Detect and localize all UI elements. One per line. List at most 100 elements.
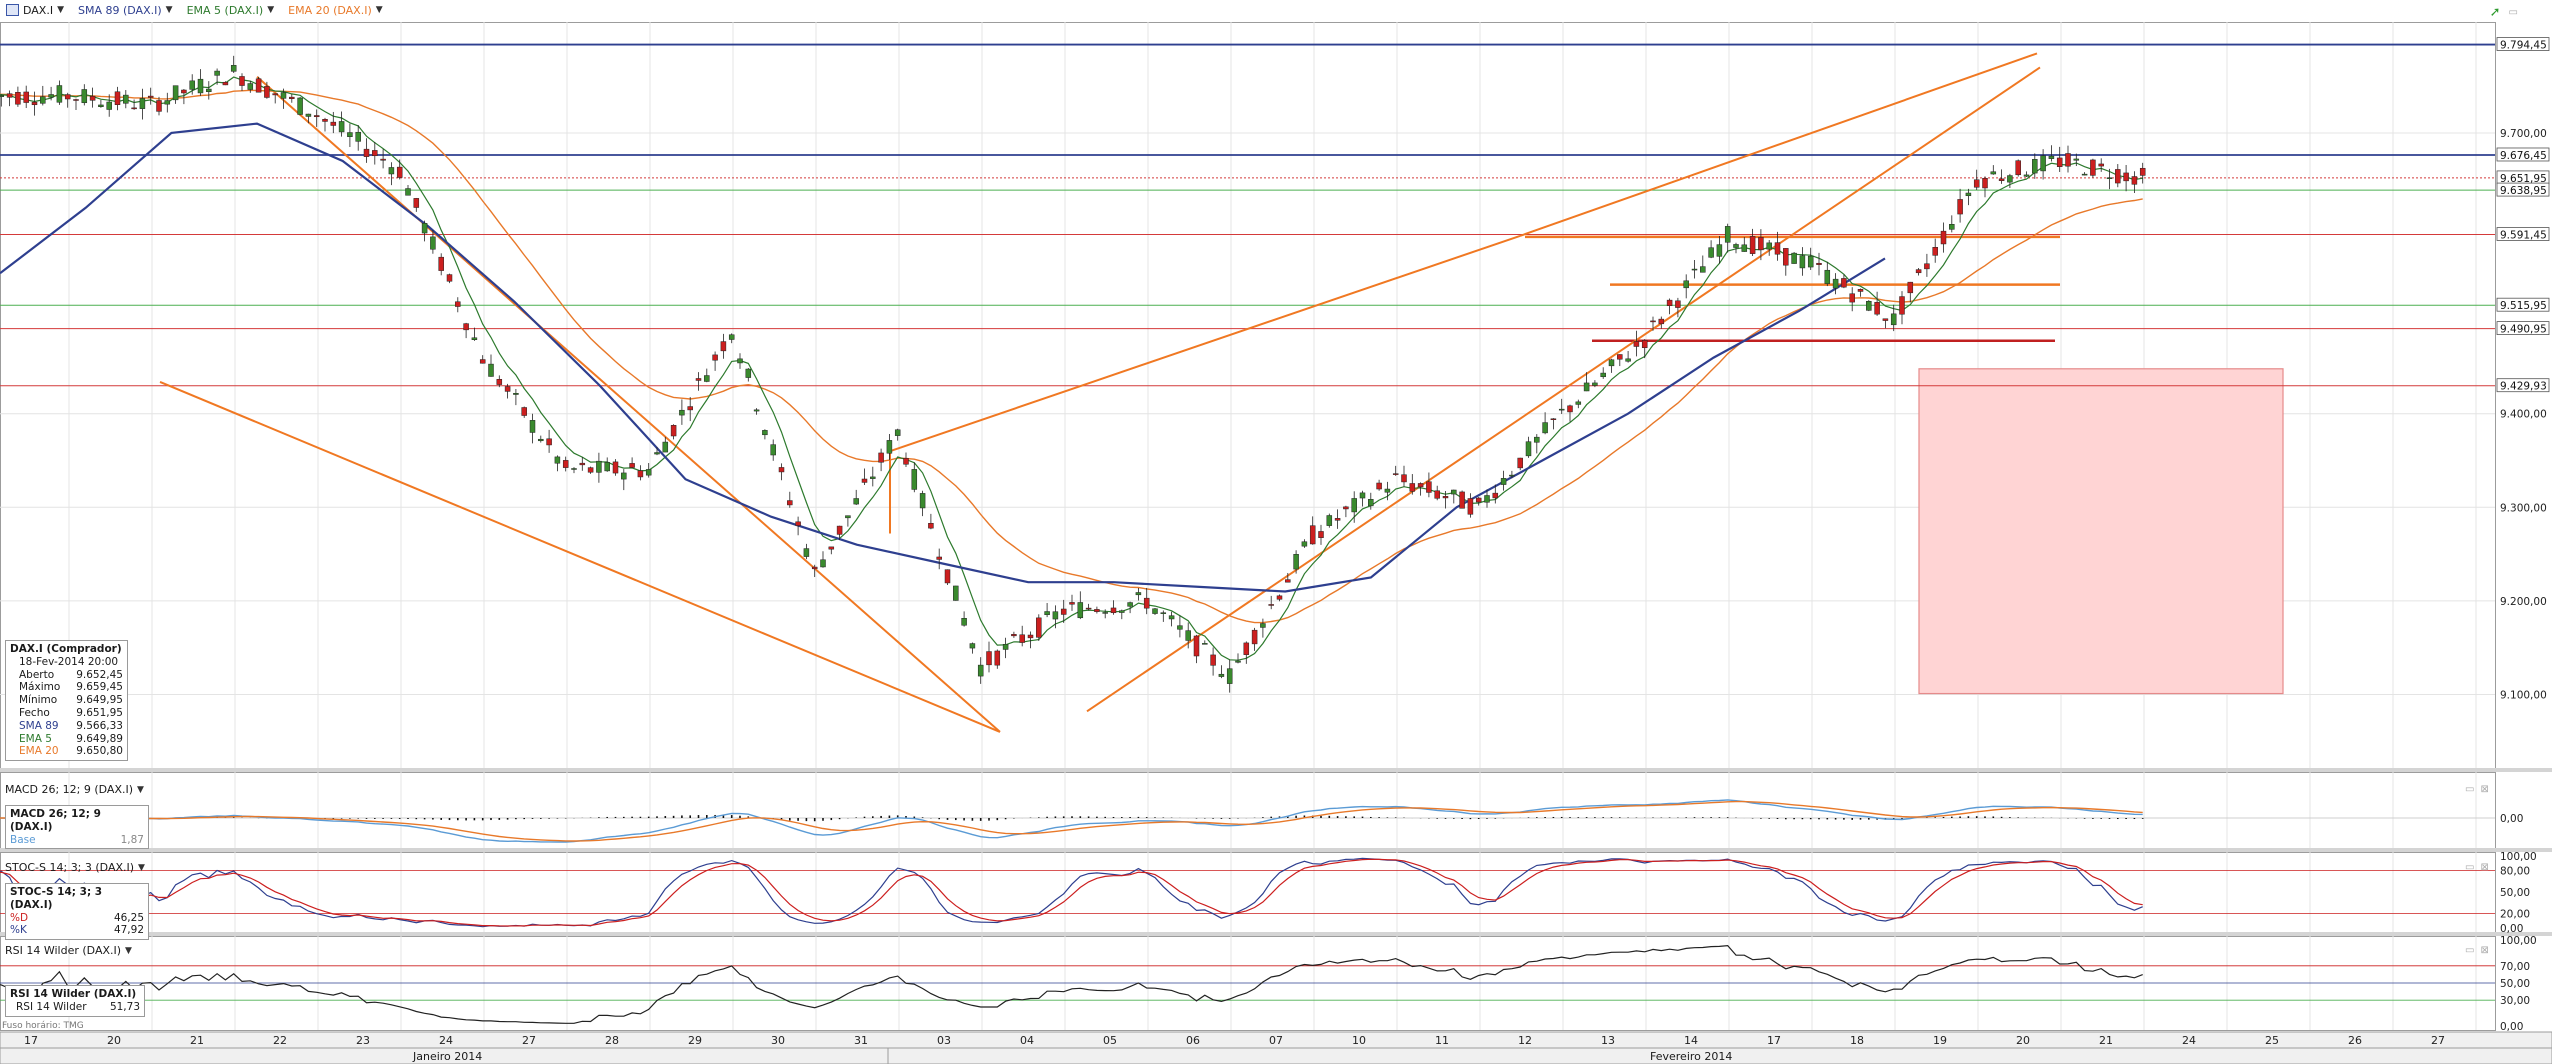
candle-body bbox=[1251, 629, 1258, 645]
candle-body bbox=[1907, 281, 1914, 294]
candle-body bbox=[762, 430, 768, 436]
candle-body bbox=[969, 643, 976, 649]
minimize-icon[interactable]: ▭ bbox=[2465, 862, 2475, 873]
candle-body bbox=[1783, 248, 1789, 266]
candle-body bbox=[587, 467, 594, 473]
stoch-panel-title[interactable]: STOC-S 14; 3; 3 (DAX.I) ▼ bbox=[5, 861, 145, 874]
candle-body bbox=[604, 462, 610, 472]
candle-body bbox=[753, 409, 760, 412]
macd-panel-title[interactable]: MACD 26; 12; 9 (DAX.I) ▼ bbox=[5, 783, 144, 796]
close-icon[interactable]: ⊠ bbox=[2480, 945, 2489, 956]
candle-body bbox=[953, 585, 959, 601]
candle-body bbox=[828, 546, 835, 550]
minimize-icon[interactable]: ▭ bbox=[2465, 784, 2475, 795]
candle-body bbox=[1666, 299, 1673, 306]
candle-body bbox=[2106, 177, 2113, 179]
ema5-indicator-selector[interactable]: EMA 5 (DAX.I) ▼ bbox=[187, 4, 275, 17]
candle-body bbox=[1235, 660, 1241, 663]
panel-separator bbox=[0, 848, 2552, 852]
y-tick-label: 9.400,00 bbox=[2500, 409, 2547, 421]
target-zone bbox=[1918, 368, 2284, 695]
candle-body bbox=[919, 493, 926, 509]
candle-body bbox=[1359, 492, 1366, 499]
candle-body bbox=[372, 150, 378, 157]
close-icon[interactable]: ⊠ bbox=[2480, 862, 2489, 873]
chevron-down-icon: ▼ bbox=[165, 5, 173, 15]
candle-body bbox=[1409, 483, 1416, 492]
minimize-icon[interactable]: ▭ bbox=[2465, 945, 2475, 956]
candle-body bbox=[1973, 179, 1980, 188]
sma-indicator-selector[interactable]: SMA 89 (DAX.I) ▼ bbox=[78, 4, 173, 17]
price-level-label: 9.490,95 bbox=[2500, 324, 2547, 336]
candle-body bbox=[679, 409, 685, 416]
close-icon[interactable]: ⊠ bbox=[2480, 784, 2489, 795]
candle-body bbox=[1924, 263, 1930, 270]
candle-body bbox=[2048, 155, 2055, 159]
legend-value: 9.659,45 bbox=[76, 681, 123, 694]
candle-body bbox=[189, 80, 195, 90]
candle-body bbox=[737, 358, 743, 364]
price-level-label: 9.429,93 bbox=[2500, 381, 2547, 393]
ema20-indicator-selector[interactable]: EMA 20 (DAX.I) ▼ bbox=[288, 4, 383, 17]
legend-label: Aberto bbox=[19, 668, 55, 681]
rsi-line bbox=[0, 944, 2143, 1024]
candle-body bbox=[836, 525, 843, 535]
instrument-selector[interactable]: DAX.I ▼ bbox=[6, 4, 64, 17]
macd-tick-label: 0,00 bbox=[2500, 813, 2523, 825]
legend-label: EMA 5 bbox=[19, 732, 52, 745]
candle-body bbox=[1243, 642, 1250, 655]
candle-body bbox=[1534, 436, 1540, 443]
candle-body bbox=[1326, 515, 1333, 526]
candle-body bbox=[944, 569, 951, 584]
chevron-down-icon: ▼ bbox=[125, 945, 132, 956]
candle-body bbox=[222, 81, 229, 86]
candle-body bbox=[579, 462, 586, 466]
candle-body bbox=[1160, 612, 1167, 614]
candle-body bbox=[1135, 592, 1142, 596]
candle-body bbox=[15, 92, 21, 105]
candle-body bbox=[446, 274, 453, 282]
candle-body bbox=[1608, 359, 1615, 367]
trend-arrow-icon[interactable]: ➚ bbox=[2489, 5, 2501, 20]
wedge-resistance bbox=[889, 234, 1521, 453]
target-zone-layer bbox=[1918, 368, 2284, 695]
candle-body bbox=[554, 456, 561, 464]
candle-body bbox=[2032, 159, 2038, 174]
candle-body bbox=[471, 337, 478, 340]
panel-separator bbox=[0, 932, 2552, 936]
legend-value: 1,87 bbox=[120, 833, 144, 846]
macd-panel-controls: ▭ ⊠ bbox=[2465, 784, 2489, 795]
x-tick-label: 03 bbox=[937, 1034, 951, 1047]
candle-body bbox=[1932, 247, 1938, 256]
price-legend-box: DAX.I (Comprador) 18-Fev-2014 20:00 Aber… bbox=[5, 640, 128, 762]
candle-body bbox=[1044, 611, 1050, 615]
candle-body bbox=[272, 93, 278, 96]
candle-body bbox=[1293, 554, 1299, 570]
x-tick-label: 11 bbox=[1435, 1034, 1449, 1047]
chart-toolbar: DAX.I ▼ SMA 89 (DAX.I) ▼ EMA 5 (DAX.I) ▼… bbox=[0, 0, 2552, 20]
candle-body bbox=[986, 651, 992, 666]
candle-body bbox=[430, 236, 436, 250]
candle-body bbox=[1193, 635, 1200, 657]
x-tick-label: 07 bbox=[1269, 1034, 1283, 1047]
candle-body bbox=[1691, 268, 1698, 271]
x-tick-label: 28 bbox=[605, 1034, 619, 1047]
minimize-icon[interactable]: ▭ bbox=[2508, 7, 2518, 18]
legend-title: RSI 14 Wilder (DAX.I) bbox=[10, 988, 137, 1000]
rsi-legend-box: RSI 14 Wilder (DAX.I) RSI 14 Wilder 51,73 bbox=[5, 985, 145, 1017]
candle-body bbox=[1376, 482, 1382, 490]
candle-body bbox=[571, 468, 577, 470]
candle-body bbox=[1334, 518, 1341, 521]
candle-body bbox=[197, 78, 204, 94]
rsi-panel-title[interactable]: RSI 14 Wilder (DAX.I) ▼ bbox=[5, 944, 132, 957]
candle-body bbox=[2007, 175, 2013, 183]
candle-body bbox=[1426, 481, 1432, 493]
candle-body bbox=[264, 86, 270, 98]
stoch-tick-label: 0,00 bbox=[2500, 923, 2523, 935]
legend-value: 9.566,33 bbox=[76, 719, 123, 732]
candle-body bbox=[2015, 160, 2021, 176]
month-axis-band bbox=[0, 1047, 2552, 1064]
candle-body bbox=[239, 76, 245, 86]
candle-body bbox=[629, 463, 635, 468]
